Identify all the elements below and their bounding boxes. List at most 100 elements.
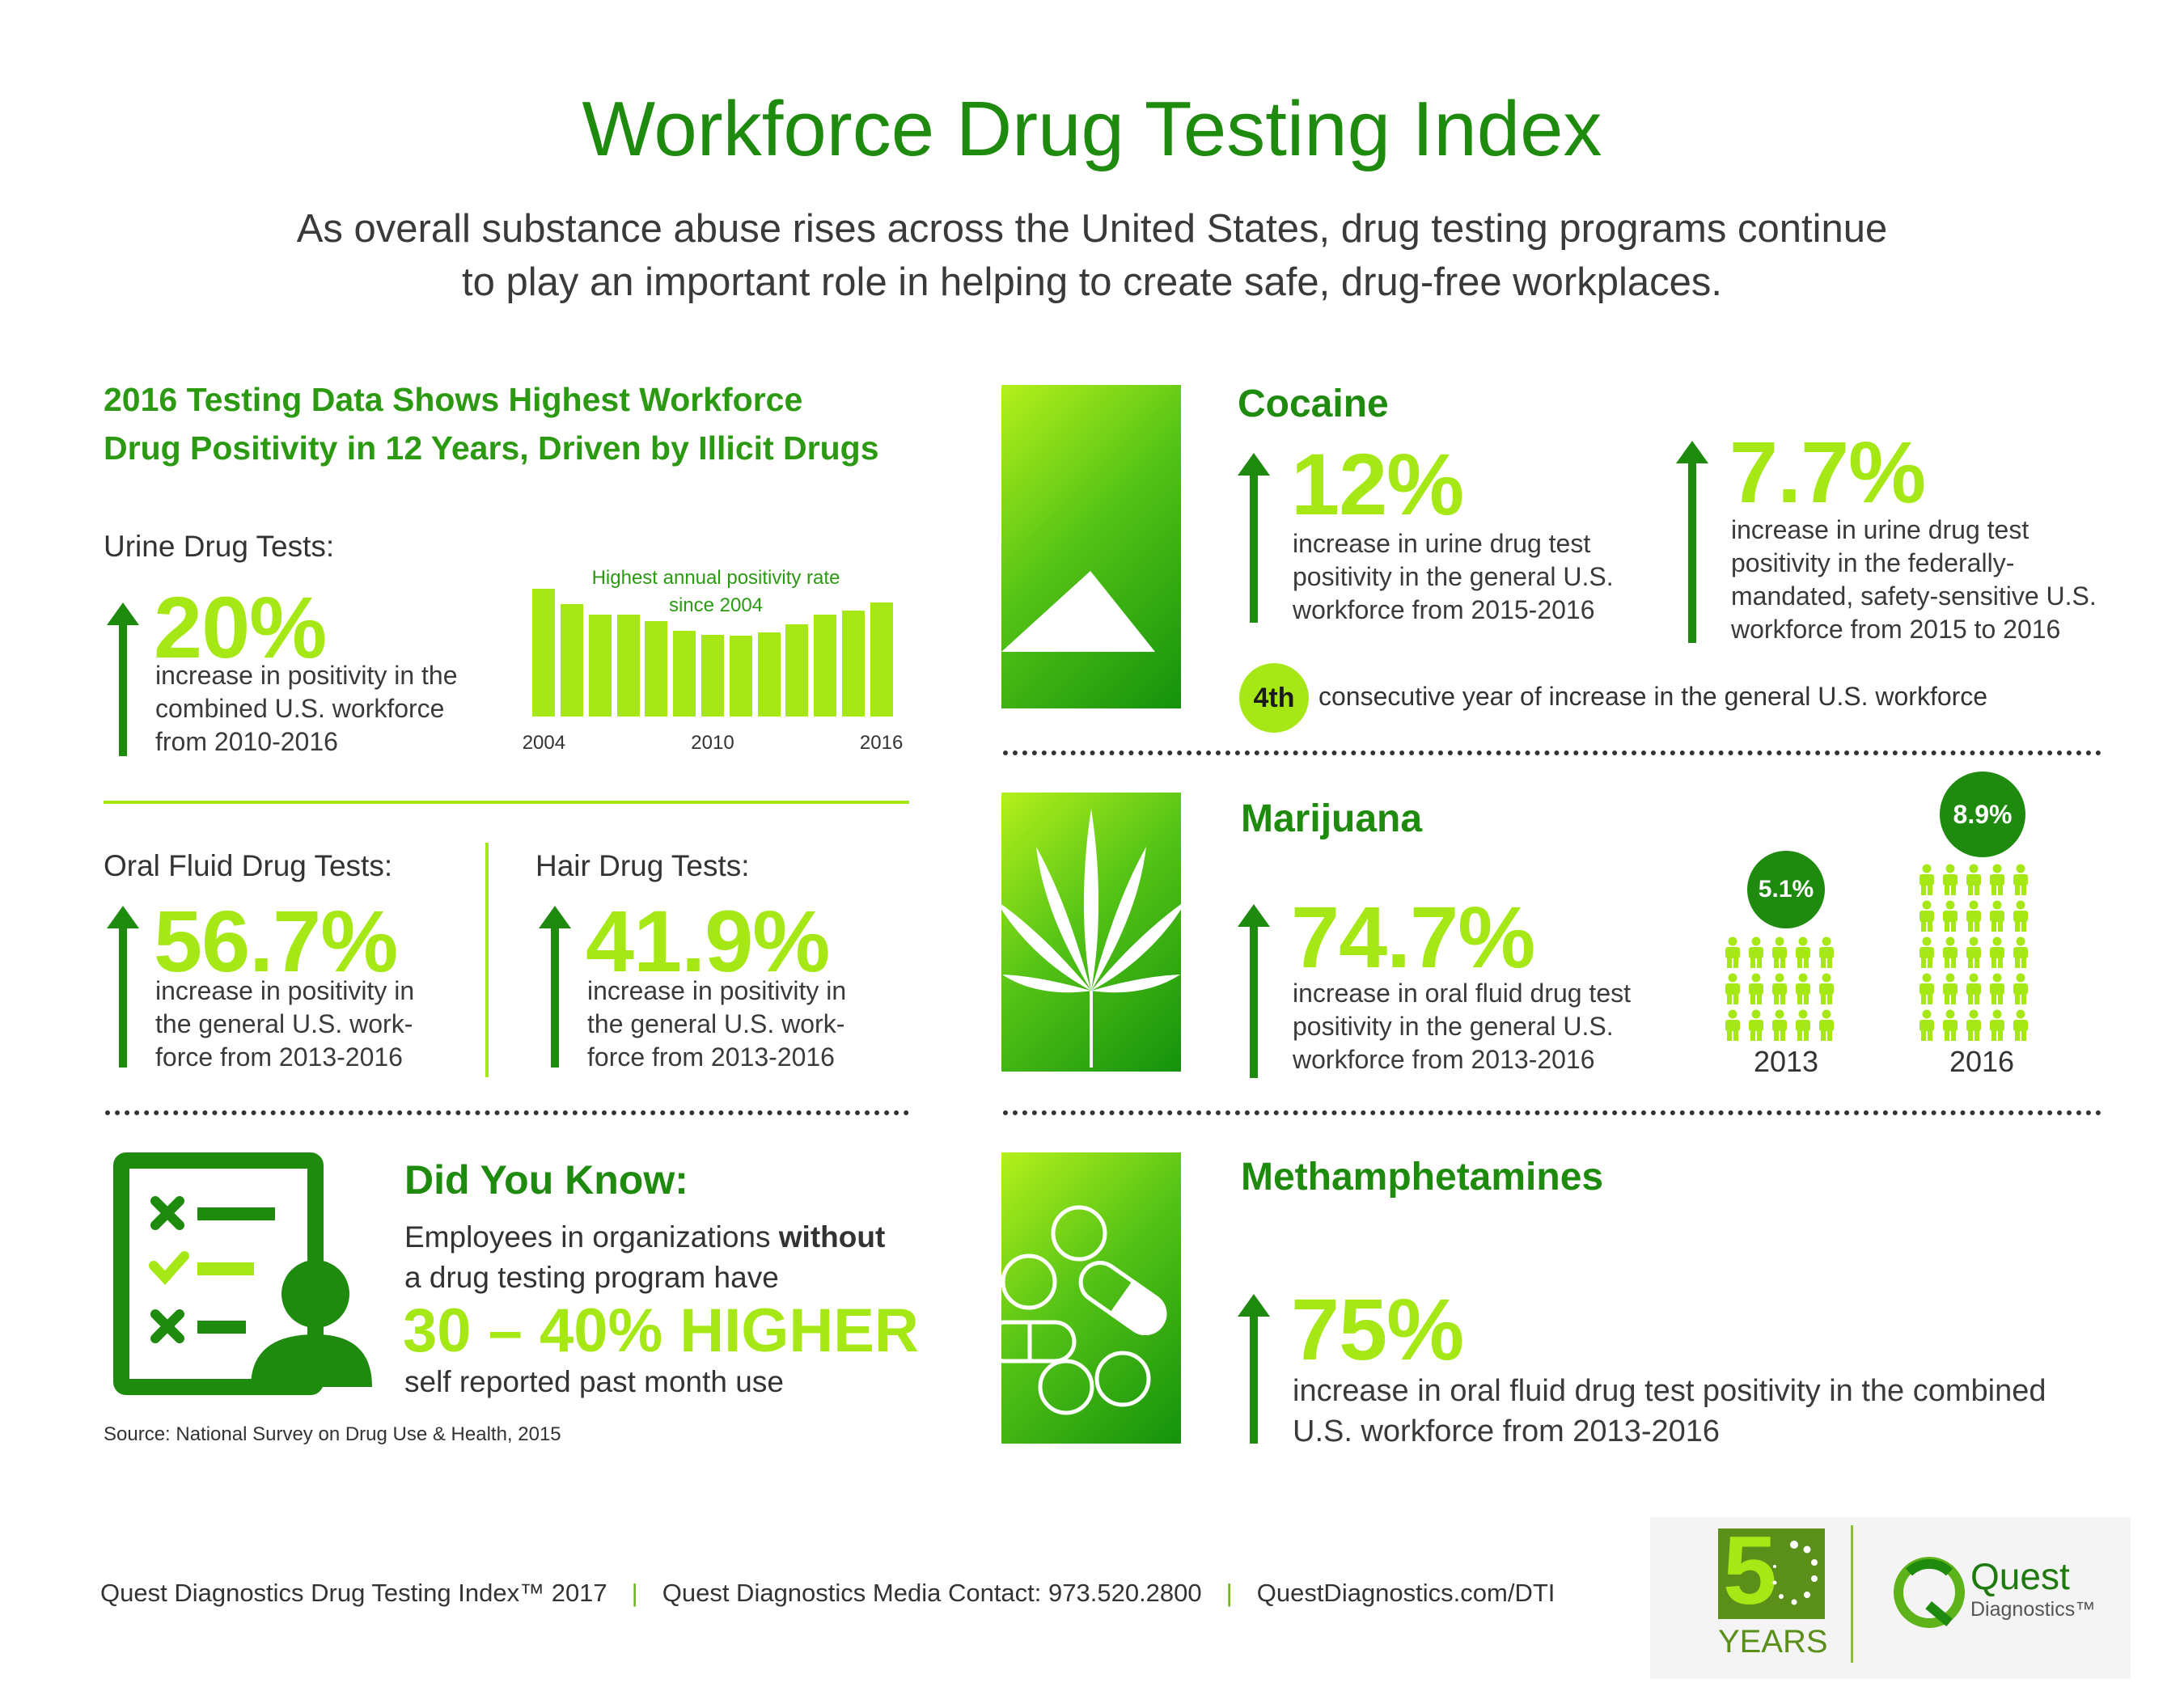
person-icon [1772,937,1787,968]
pct-2016-badge: 8.9% [1940,772,2025,857]
person-icon [1749,937,1763,968]
up-arrow-icon [539,906,571,1068]
cocaine-stat2-line-2: positivity in the federally- [1731,548,2015,577]
person-icon [1943,937,1958,968]
person-icon [1725,973,1740,1004]
marijuana-stat-line-3: workforce from 2013-2016 [1293,1045,1595,1074]
fourth-year-text: consecutive year of increase in the gene… [1318,682,1988,711]
person-icon [1725,937,1740,968]
person-icon [1943,864,1958,895]
chart-bar-2013 [785,624,809,717]
chart-bar-2006 [588,614,612,717]
dyk-big-stat: 30 – 40% HIGHER [403,1296,919,1365]
people-grid-2016 [1917,864,2046,1046]
cocaine-stat2-value: 7.7% [1729,423,1926,521]
person-icon [1966,864,1981,895]
dyk-line-2: a drug testing program have [404,1261,779,1294]
up-arrow-icon [1238,1294,1270,1444]
person-icon [1796,973,1810,1004]
person-icon [1943,1009,1958,1041]
fifty-digit: 5 [1723,1516,1777,1625]
fifty-years-logo: 5 [1718,1522,1825,1619]
oral-label: Oral Fluid Drug Tests: [104,849,393,882]
person-icon [1919,900,1934,932]
person-row [1917,864,2046,900]
year-2016-label: 2016 [1949,1045,2015,1078]
oral-desc: increase in positivity in the general U.… [155,975,414,1074]
chart-x-axis: 2004 2010 2016 [523,732,904,756]
page-subtitle: As overall substance abuse rises across … [243,202,1941,309]
cocaine-stat1-line-2: positivity in the general U.S. [1293,562,1614,591]
meth-stat-line-1: increase in oral fluid drug test positiv… [1293,1374,2046,1408]
logo-panel: 5 YEARS Quest Diagnostics™ [1650,1517,2131,1679]
quest-subname: Diagnostics™ [1970,1598,2096,1621]
cocaine-stat1-line-1: increase in urine drug test [1293,529,1591,558]
chart-tick-label: 2004 [522,732,566,754]
cocaine-title: Cocaine [1238,383,1389,425]
cocaine-stat2-line-4: workforce from 2015 to 2016 [1731,615,2061,644]
fifty-years-text: YEARS [1718,1624,1828,1660]
dotted-divider [105,1110,909,1115]
urine-desc: increase in positivity in the combined U… [155,659,458,759]
chart-title-line-2: since 2004 [668,594,764,616]
person-icon [1819,937,1834,968]
person-row [1917,900,2046,937]
person-icon [1990,900,2004,932]
oral-desc-line-3: force from 2013-2016 [155,1042,403,1072]
person-icon [1749,973,1763,1004]
person-icon [1990,937,2004,968]
chart-bar-2009 [673,631,696,717]
hair-desc-line-3: force from 2013-2016 [587,1042,835,1072]
cocaine-tile [1001,385,1181,708]
oral-desc-line-2: the general U.S. work- [155,1009,413,1038]
person-icon [1819,973,1834,1004]
person-row [1723,1009,1852,1046]
person-icon [1966,937,1981,968]
fourth-year-badge: 4th [1239,663,1309,733]
person-row [1723,937,1852,973]
marijuana-tile [996,793,1187,1072]
chart-bar-2011 [729,636,752,717]
person-icon [2013,900,2028,932]
person-icon [1919,973,1934,1004]
cocaine-stat2-line-1: increase in urine drug test [1731,515,2030,544]
footer-item-url: QuestDiagnostics.com/DTI [1256,1579,1555,1607]
person-icon [1943,973,1958,1004]
person-icon [2013,864,2028,895]
urine-desc-line-3: from 2010-2016 [155,727,338,756]
left-heading: 2016 Testing Data Shows Highest Workforc… [104,375,929,472]
hair-desc-line-1: increase in positivity in [587,976,847,1005]
dyk-line-1a: Employees in organizations [404,1220,779,1254]
quest-logo-icon [1894,1557,1965,1628]
meth-title: Methamphetamines [1241,1156,1604,1199]
person-row [1917,1009,2046,1046]
person-icon [1819,1009,1834,1041]
chart-bar-2010 [701,634,724,717]
cocaine-stat1-desc: increase in urine drug test positivity i… [1293,527,1614,627]
person-icon [1725,1009,1740,1041]
chart-bar-2015 [841,610,865,717]
footer-item-index: Quest Diagnostics Drug Testing Index™ 20… [100,1579,607,1607]
person-icon [1966,900,1981,932]
dots-ring-icon [1772,1541,1818,1605]
positivity-bar-chart [530,589,895,717]
meth-stat-line-2: U.S. workforce from 2013-2016 [1293,1414,1721,1448]
vertical-divider [485,843,489,1077]
chart-tick-label: 2010 [691,732,734,754]
dyk-line-3: self reported past month use [404,1365,784,1398]
dotted-divider [1003,750,2101,755]
urine-desc-line-1: increase in positivity in the [155,661,458,690]
up-arrow-icon [1238,904,1270,1078]
chart-bar-2004 [532,589,556,717]
dyk-line-1b: without [778,1220,886,1254]
source-note: Source: National Survey on Drug Use & He… [104,1423,561,1445]
cocaine-stat1-line-3: workforce from 2015-2016 [1293,595,1595,624]
left-heading-line-1: 2016 Testing Data Shows Highest Workforc… [104,381,803,418]
up-arrow-icon [107,602,139,756]
up-arrow-icon [1676,441,1708,643]
person-icon [1966,973,1981,1004]
person-icon [1990,864,2004,895]
person-icon [1943,900,1958,932]
person-icon [1990,1009,2004,1041]
dotted-divider [1003,1110,2101,1115]
